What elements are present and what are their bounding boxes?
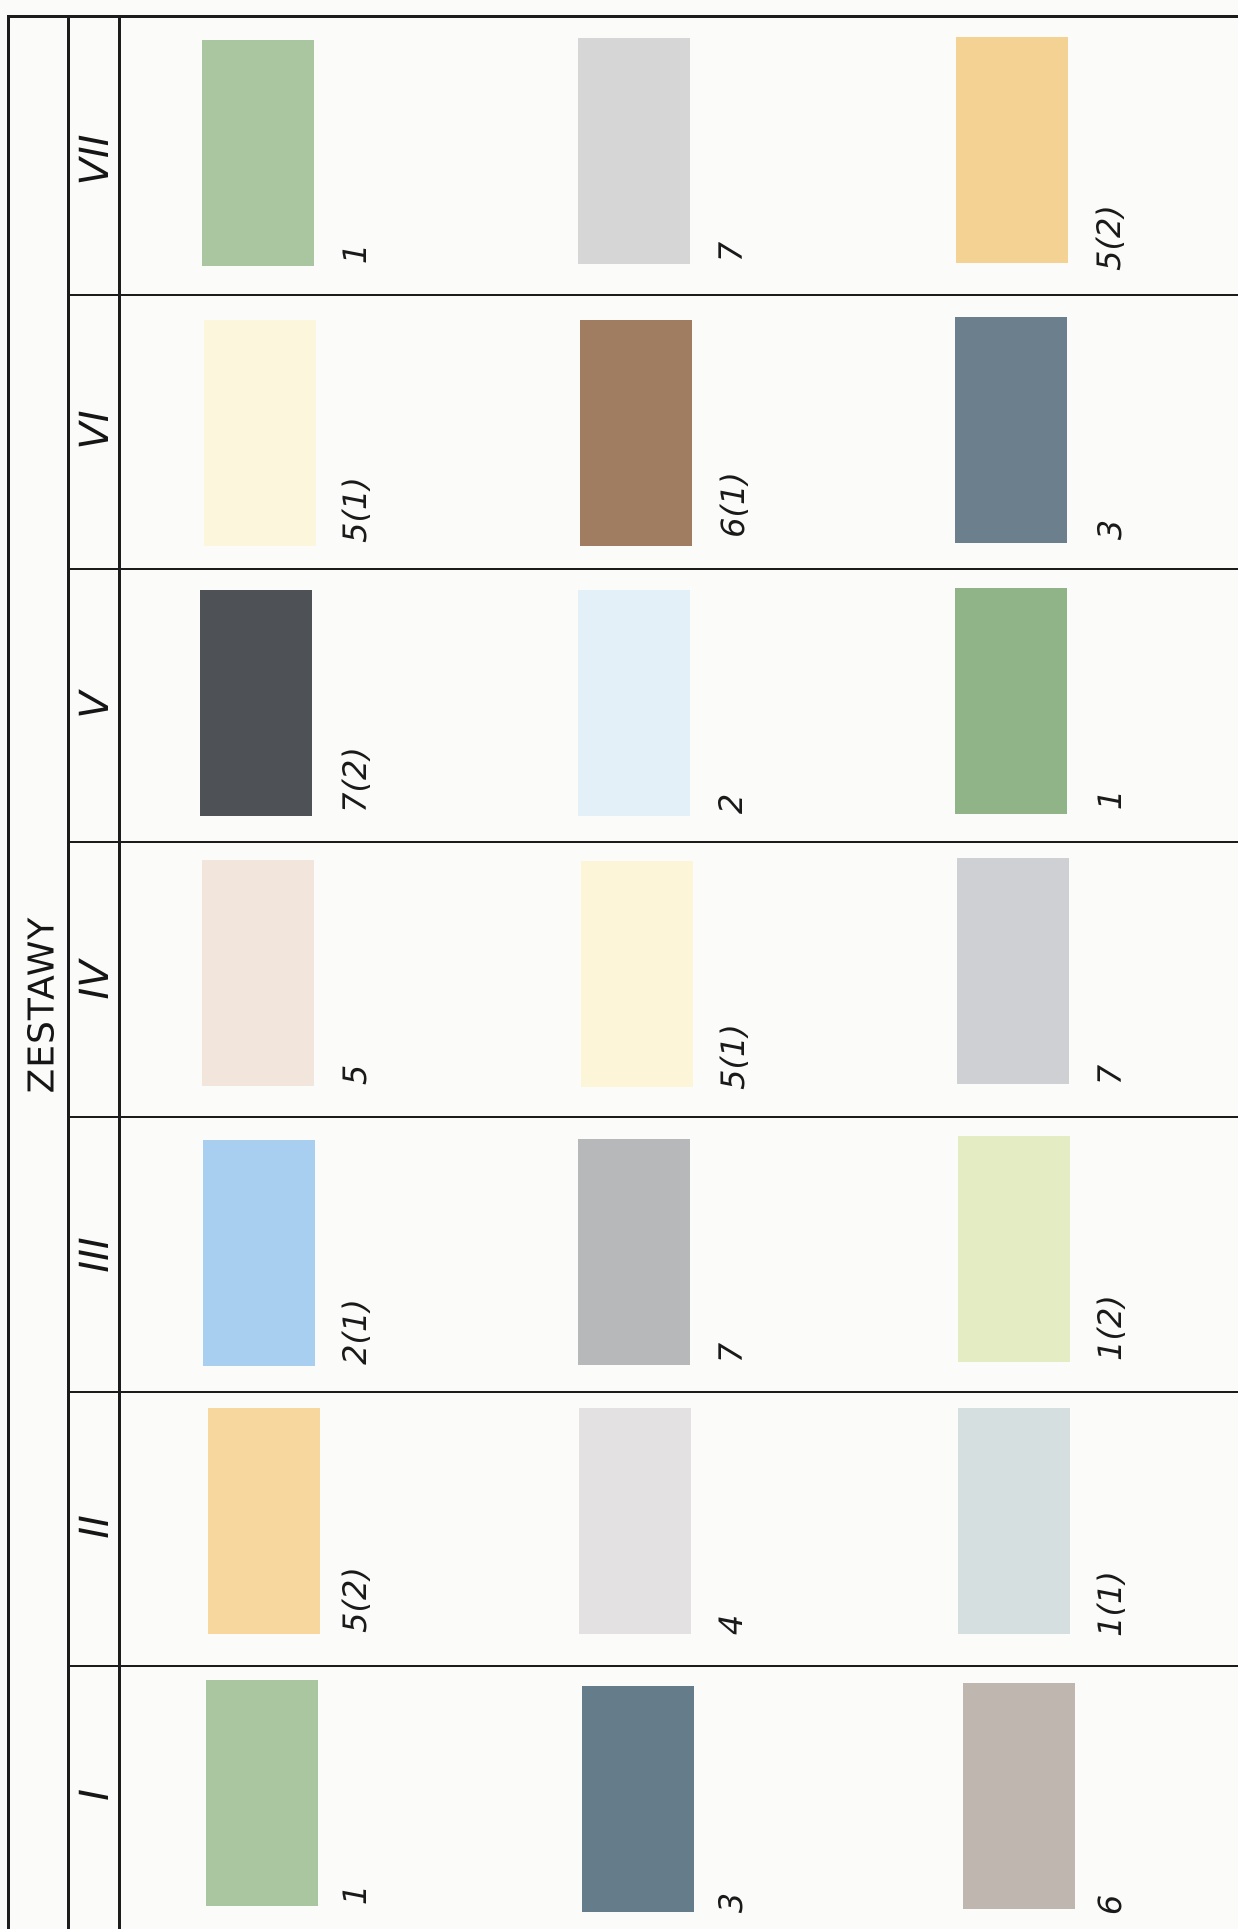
- color-swatch: [578, 38, 690, 264]
- color-swatch: [202, 860, 314, 1086]
- swatch-code: 5(2): [336, 1567, 374, 1633]
- swatch-code: 7: [712, 241, 750, 263]
- set-label: IV: [72, 960, 118, 1000]
- row-divider: [67, 568, 1238, 570]
- swatch-code: 7(2): [336, 747, 374, 813]
- color-swatch: [206, 1680, 318, 1906]
- color-swatch: [963, 1683, 1075, 1909]
- color-swatch: [579, 1408, 691, 1634]
- swatch-code: 7: [712, 1342, 750, 1364]
- color-swatch: [578, 590, 690, 816]
- swatch-code: 2(1): [336, 1299, 374, 1365]
- color-swatch: [580, 320, 692, 546]
- swatch-code: 2: [712, 793, 750, 815]
- outer-left-border: [7, 16, 10, 1929]
- swatch-code: 7: [1091, 1064, 1129, 1086]
- row-divider: [67, 294, 1238, 296]
- row-divider: [67, 1116, 1238, 1118]
- color-swatch: [208, 1408, 320, 1634]
- set-label: V: [72, 691, 118, 719]
- table-header-title: ZESTAWY: [21, 916, 63, 1094]
- swatch-code: 1(1): [1091, 1571, 1129, 1637]
- color-swatch: [203, 1140, 315, 1366]
- color-swatch: [956, 37, 1068, 263]
- swatch-code: 4: [712, 1614, 750, 1636]
- label-column-border: [118, 16, 121, 1929]
- swatch-code: 5: [336, 1064, 374, 1086]
- set-label: I: [72, 1789, 118, 1801]
- set-label: II: [72, 1515, 118, 1539]
- color-swatch: [581, 861, 693, 1087]
- set-label: VI: [72, 410, 118, 450]
- swatch-code: 5(1): [714, 1024, 752, 1090]
- set-label: III: [72, 1237, 118, 1273]
- color-swatch: [204, 320, 316, 546]
- color-swatch: [955, 588, 1067, 814]
- swatch-code: 1: [336, 1884, 374, 1906]
- top-border: [7, 15, 1238, 18]
- color-swatch: [958, 1136, 1070, 1362]
- color-swatch: [957, 858, 1069, 1084]
- set-label: VII: [72, 134, 118, 186]
- swatch-code: 1: [1091, 789, 1129, 811]
- color-swatch: [582, 1686, 694, 1912]
- swatch-code: 1(2): [1091, 1295, 1129, 1361]
- color-swatch: [200, 590, 312, 816]
- swatch-code: 1: [336, 243, 374, 265]
- row-divider: [67, 1665, 1238, 1667]
- swatch-code: 6: [1091, 1894, 1129, 1916]
- swatch-code: 3: [1091, 519, 1129, 541]
- row-divider: [67, 1391, 1238, 1393]
- swatch-code: 6(1): [714, 472, 752, 538]
- swatch-code: 5(1): [336, 477, 374, 543]
- color-swatch: [955, 317, 1067, 543]
- header-column-border: [67, 16, 70, 1929]
- color-swatch: [578, 1139, 690, 1365]
- color-swatch: [958, 1408, 1070, 1634]
- row-divider: [67, 841, 1238, 843]
- swatch-code: 3: [712, 1892, 750, 1914]
- color-swatch: [202, 40, 314, 266]
- swatch-code: 5(2): [1090, 205, 1128, 271]
